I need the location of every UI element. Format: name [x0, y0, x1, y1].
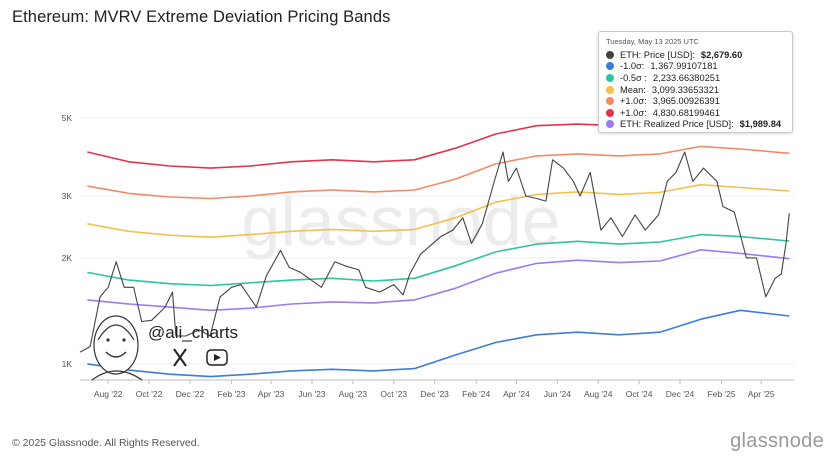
- y-tick-label: 1K: [62, 359, 73, 369]
- tooltip-label: Mean:: [620, 84, 646, 95]
- tooltip-row: +1.0σ: 3,965.00926391: [606, 95, 785, 107]
- grid-lines: [80, 117, 794, 365]
- tooltip-value: $2,679.60: [700, 49, 743, 60]
- chart-plot[interactable]: glassnode Aug '22 Oct '22 Dec '22 Feb '23 Ap…: [8, 40, 830, 414]
- tooltip-label: +1.0σ:: [620, 96, 647, 107]
- x-axis: Aug '22 Oct '22 Dec '22 Feb '23 Apr '23 Jun '…: [94, 380, 775, 399]
- x-tick-label: Jun '23: [298, 389, 325, 399]
- tooltip: Tuesday, May 13 2025 UTC ETH: Price [USD…: [598, 31, 793, 133]
- tooltip-label: +1.0σ:: [620, 107, 647, 118]
- x-logo-icon: [173, 348, 187, 367]
- tooltip-value: 4,830.68199461: [652, 107, 720, 118]
- series-line[interactable]: [87, 309, 790, 378]
- x-tick-label: Dec '23: [420, 389, 449, 399]
- x-tick-label: Feb '25: [708, 389, 736, 399]
- tooltip-label: ETH: Realized Price [USD]:: [620, 119, 734, 130]
- chart-title: Ethereum: MVRV Extreme Deviation Pricing…: [12, 8, 391, 26]
- x-tick-label: Feb '24: [462, 389, 490, 399]
- x-tick-label: Apr '23: [258, 389, 285, 399]
- tooltip-swatch: [606, 62, 614, 71]
- tooltip-row: -1.0σ: 1,367.99107181: [606, 61, 785, 73]
- x-tick-label: Oct '23: [380, 389, 407, 399]
- x-tick-label: Aug '24: [584, 389, 613, 399]
- x-tick-label: Dec '22: [176, 389, 205, 399]
- y-tick-label: 5K: [62, 113, 73, 123]
- series-line[interactable]: [79, 151, 790, 353]
- youtube-icon: [206, 349, 228, 366]
- handle-text: @ali_charts: [148, 323, 238, 342]
- tooltip-row: Mean: 3,099.33653321: [606, 84, 785, 96]
- tooltip-row: ETH: Price [USD]: $2,679.60: [606, 49, 785, 61]
- y-tick-label: 3K: [62, 191, 73, 201]
- x-tick-label: Jun '24: [544, 389, 571, 399]
- tooltip-label: ETH: Price [USD]:: [620, 49, 695, 60]
- tooltip-value: 1,367.99107181: [650, 61, 718, 72]
- tooltip-label: -1.0σ:: [620, 61, 645, 72]
- watermark: glassnode: [241, 182, 560, 260]
- x-tick-label: Aug '23: [339, 389, 368, 399]
- tooltip-row: +1.0σ: 4,830.68199461: [606, 107, 785, 119]
- y-axis: 1K 2K 3K 5K: [62, 113, 73, 369]
- tooltip-row: ETH: Realized Price [USD]: $1,989.84: [606, 119, 785, 131]
- tooltip-swatch: [606, 97, 614, 106]
- tooltip-value: $1,989.84: [739, 119, 782, 130]
- x-tick-label: Feb '23: [217, 389, 245, 399]
- y-tick-label: 2K: [62, 253, 73, 263]
- tooltip-row: -0.5σ : 2,233.66380251: [606, 72, 785, 84]
- copyright-footer: © 2025 Glassnode. All Rights Reserved.: [12, 437, 200, 449]
- tooltip-swatch: [606, 50, 614, 59]
- tooltip-swatch: [606, 108, 614, 117]
- series-line[interactable]: [87, 233, 790, 287]
- series-line[interactable]: [87, 145, 790, 200]
- x-tick-label: Apr '25: [748, 389, 775, 399]
- brand-logo: glassnode: [730, 430, 824, 452]
- series-line[interactable]: [87, 183, 790, 238]
- tooltip-swatch: [606, 85, 614, 94]
- x-tick-label: Aug '22: [94, 389, 123, 399]
- x-tick-label: Oct '24: [626, 389, 653, 399]
- tooltip-date: Tuesday, May 13 2025 UTC: [606, 37, 699, 46]
- tooltip-value: 2,233.66380251: [652, 72, 721, 83]
- tooltip-label: -0.5σ :: [620, 72, 647, 83]
- tooltip-swatch: [606, 73, 614, 82]
- x-tick-label: Apr '24: [503, 389, 530, 399]
- avatar: [91, 315, 143, 381]
- x-tick-label: Oct '22: [136, 389, 163, 399]
- series-line[interactable]: [87, 249, 790, 312]
- tooltip-value: 3,965.00926391: [652, 96, 720, 107]
- tooltip-swatch: [606, 120, 614, 129]
- x-tick-label: Dec '24: [666, 389, 695, 399]
- tooltip-value: 3,099.33653321: [651, 84, 720, 95]
